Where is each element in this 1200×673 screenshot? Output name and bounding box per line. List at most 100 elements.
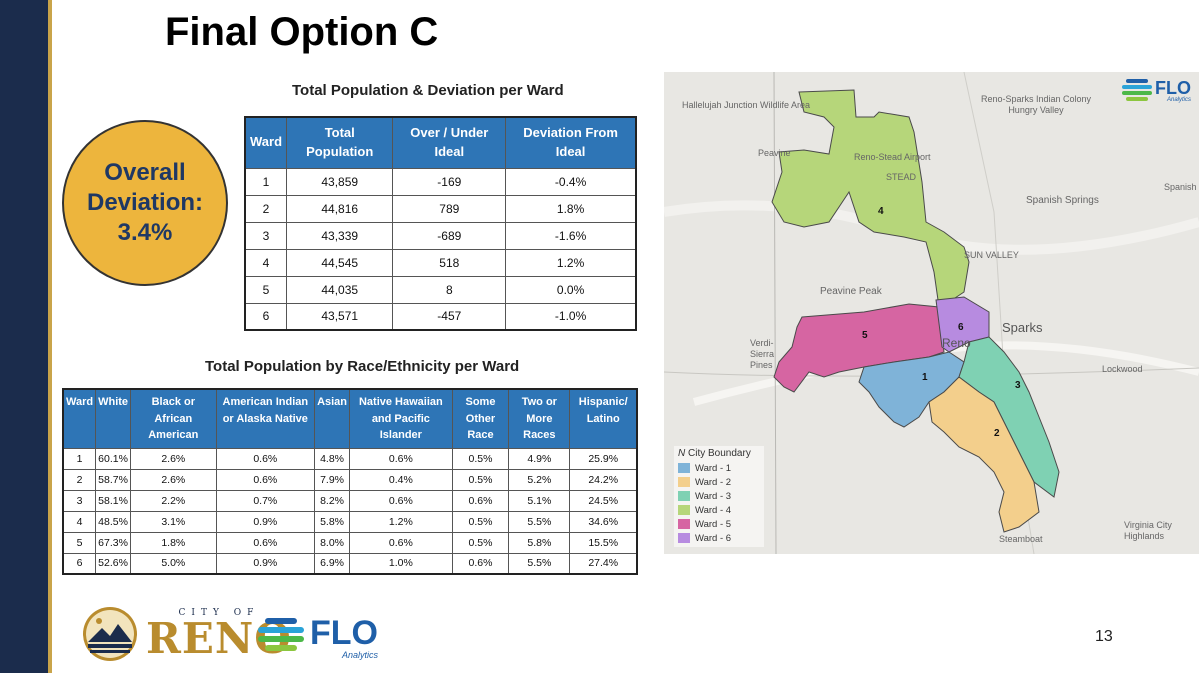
table2-caption: Total Population by Race/Ethnicity per W… (205, 358, 520, 375)
ward-number-1: 1 (922, 372, 928, 383)
t2-cell: 0.6% (349, 447, 453, 470)
map-label-steamboat: Steamboat (999, 534, 1043, 544)
overall-deviation-text: Overall Deviation: 3.4% (86, 159, 203, 246)
ward-number-5: 5 (862, 330, 868, 341)
t2-cell: 5.8% (314, 510, 351, 533)
t2-header: Asian (314, 388, 351, 449)
legend-title: N City Boundary (678, 448, 751, 459)
map-label-reno: Reno (942, 336, 971, 350)
t2-cell: 48.5% (95, 510, 132, 533)
map-label-reno-stead-airport: Reno-Stead Airport (854, 152, 931, 162)
map-label-spanish-springs: Spanish Springs (1026, 195, 1099, 206)
flo-sub-text-small: Analytics (1166, 97, 1191, 103)
t1-row: 3 43,339 -689 -1.6% (244, 221, 637, 250)
t2-cell: 5.5% (508, 552, 571, 575)
t1-cell: 518 (392, 248, 507, 277)
legend-item: Ward - 6 (678, 531, 760, 545)
flo-logo-map: FLO Analytics (1122, 78, 1191, 104)
t2-cell: 0.5% (451, 531, 510, 554)
t2-cell: 8.0% (314, 531, 351, 554)
t2-cell: 0.5% (451, 447, 510, 470)
t2-cell: 3 (62, 489, 97, 512)
t1-header: Ward (244, 116, 288, 169)
city-of-text: CITY OF (178, 608, 260, 618)
t2-cell: 5.8% (508, 531, 571, 554)
t2-cell: 8.2% (314, 489, 351, 512)
t2-cell: 25.9% (569, 447, 638, 470)
t2-cell: 4.8% (314, 447, 351, 470)
t1-cell: 43,859 (286, 167, 394, 196)
sidebar-accent-stripe (48, 0, 52, 673)
t1-header: Deviation From Ideal (505, 116, 637, 169)
t1-cell: 43,571 (286, 302, 394, 331)
t1-cell: 1 (244, 167, 288, 196)
page-number: 13 (1095, 628, 1113, 645)
t2-cell: 2.6% (130, 468, 217, 491)
t1-cell: -1.0% (505, 302, 637, 331)
flo-sub-text: Analytics (341, 650, 378, 660)
t2-cell: 0.6% (349, 531, 453, 554)
flo-wave-icon (1122, 79, 1152, 101)
legend-swatch (678, 477, 690, 487)
t1-cell: 3 (244, 221, 288, 250)
t1-header: Total Population (286, 116, 394, 169)
slide-title: Final Option C (165, 10, 439, 54)
legend-item: Ward - 5 (678, 517, 760, 531)
t1-row: 5 44,035 8 0.0% (244, 275, 637, 304)
t1-row: 6 43,571 -457 -1.0% (244, 302, 637, 331)
t2-cell: 24.5% (569, 489, 638, 512)
t2-cell: 0.6% (349, 489, 453, 512)
flo-analytics-logo: FLO Analytics (258, 616, 378, 660)
ward-map: Hallelujah Junction Wildlife Area Peavin… (664, 72, 1199, 554)
t1-cell: 44,035 (286, 275, 394, 304)
t2-cell: 5 (62, 531, 97, 554)
t1-cell: 1.2% (505, 248, 637, 277)
legend-label: Ward - 4 (695, 504, 732, 516)
t2-cell: 2.6% (130, 447, 217, 470)
legend-swatch (678, 519, 690, 529)
ward-number-6: 6 (958, 322, 964, 333)
t1-cell: 44,545 (286, 248, 394, 277)
t1-cell: -457 (392, 302, 507, 331)
legend-label: Ward - 1 (695, 462, 732, 474)
ward-4-region (771, 89, 970, 308)
overall-deviation-circle: Overall Deviation: 3.4% (62, 120, 228, 286)
ward-5-region (773, 303, 945, 393)
t2-cell: 0.4% (349, 468, 453, 491)
t2-cell: 58.7% (95, 468, 132, 491)
t2-row: 4 48.5% 3.1% 0.9% 5.8% 1.2% 0.5% 5.5% 34.6% (62, 510, 638, 533)
t2-row: 3 58.1% 2.2% 0.7% 8.2% 0.6% 0.6% 5.1% 24.5% (62, 489, 638, 512)
t1-cell: -169 (392, 167, 507, 196)
t2-row: 1 60.1% 2.6% 0.6% 4.8% 0.6% 0.5% 4.9% 25.9% (62, 447, 638, 470)
t1-header: Over / Under Ideal (392, 116, 507, 169)
t1-cell: 8 (392, 275, 507, 304)
map-label-lockwood: Lockwood (1102, 364, 1143, 374)
t1-cell: 789 (392, 194, 507, 223)
t2-row: 2 58.7% 2.6% 0.6% 7.9% 0.4% 0.5% 5.2% 24.2% (62, 468, 638, 491)
t2-header: Native Hawaiian and Pacific Islander (349, 388, 453, 449)
t2-cell: 67.3% (95, 531, 132, 554)
map-label-verdi: Verdi-Sierra Pines (750, 338, 775, 370)
race-ethnicity-table: Ward White Black or African American Americ… (62, 388, 638, 575)
legend-swatch (678, 491, 690, 501)
t2-cell: 0.9% (215, 510, 316, 533)
t2-cell: 60.1% (95, 447, 132, 470)
map-label-hungry-valley: Reno-Sparks Indian Colony Hungry Valley (980, 94, 1092, 115)
t2-cell: 0.9% (215, 552, 316, 575)
legend-label: Ward - 3 (695, 490, 732, 502)
t2-cell: 4 (62, 510, 97, 533)
t2-header: Hispanic/ Latino (569, 388, 638, 449)
t1-row: 2 44,816 789 1.8% (244, 194, 637, 223)
t2-cell: 0.5% (451, 510, 510, 533)
map-label-sun-valley: SUN VALLEY (964, 250, 1019, 260)
t2-cell: 24.2% (569, 468, 638, 491)
t2-cell: 5.0% (130, 552, 217, 575)
map-label-virginia-city: Virginia City Highlands (1124, 520, 1172, 541)
flo-wave-icon-large (258, 618, 304, 651)
t2-header: White (95, 388, 132, 449)
ward-number-2: 2 (994, 428, 1000, 439)
legend-item: Ward - 2 (678, 475, 760, 489)
t2-cell: 7.9% (314, 468, 351, 491)
legend-item: Ward - 1 (678, 461, 760, 475)
